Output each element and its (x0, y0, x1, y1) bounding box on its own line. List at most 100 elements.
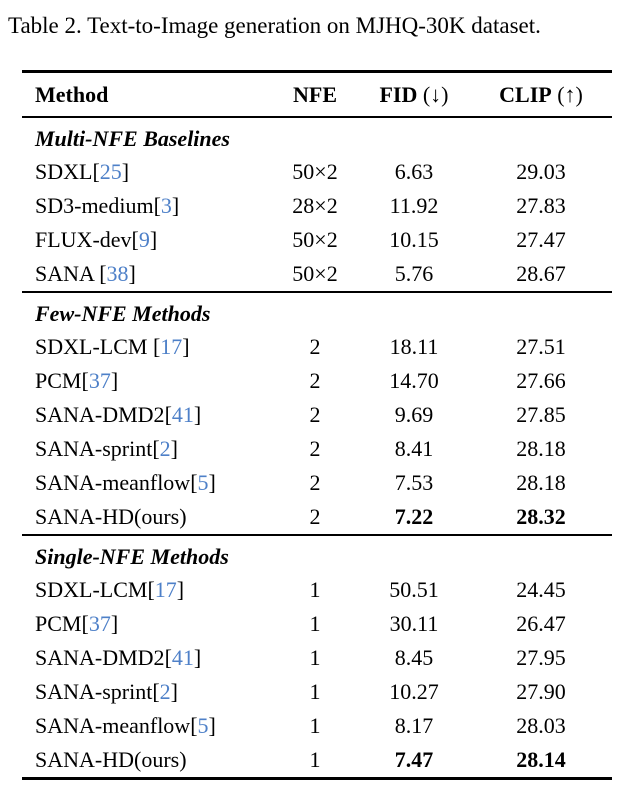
fid-value-cell: 10.15 (389, 227, 439, 252)
citation-link[interactable]: 5 (197, 713, 209, 738)
table-row: SANA-meanflow[5] 1 8.17 28.03 (22, 709, 612, 743)
citation-link[interactable]: 9 (138, 227, 150, 252)
table-row: SANA-sprint[2] 2 8.41 28.18 (22, 432, 612, 466)
down-arrow-suffix: (↓) (417, 82, 449, 107)
clip-value-cell: 27.51 (516, 334, 566, 359)
cite-bracket-open: [ (152, 436, 160, 461)
fid-value-cell: 11.92 (389, 193, 439, 218)
method-name: SDXL-LCM (35, 334, 153, 359)
clip-value-cell: 26.47 (516, 611, 566, 636)
cite-bracket-open: [ (152, 679, 160, 704)
col-header-fid: FID (↓) (358, 72, 470, 118)
clip-value-cell: 27.95 (516, 645, 566, 670)
method-cell: SANA [38] (22, 257, 272, 292)
citation-link[interactable]: 37 (88, 611, 111, 636)
nfe-cell: 2 (309, 504, 321, 529)
citation-link[interactable]: 38 (106, 261, 129, 286)
method-cell: PCM[37] (22, 364, 272, 398)
clip-value-cell: 27.66 (516, 368, 566, 393)
method-cell: SD3-medium[3] (22, 189, 272, 223)
citation-link[interactable]: 25 (99, 159, 122, 184)
section-title-row: Single-NFE Methods (22, 535, 612, 573)
citation-link[interactable]: 3 (160, 193, 172, 218)
cite-bracket-close: ] (193, 645, 202, 670)
nfe-cell: 1 (309, 747, 321, 772)
section-title-row: Few-NFE Methods (22, 292, 612, 330)
method-name: SANA (35, 261, 100, 286)
nfe-cell: 1 (309, 713, 321, 738)
method-name: SDXL-LCM (35, 577, 148, 602)
table-row: SDXL[25] 50×2 6.63 29.03 (22, 155, 612, 189)
fid-value-cell: 9.69 (394, 402, 434, 427)
table-header-row: Method NFE FID (↓) CLIP (↑) (22, 72, 612, 118)
method-name: FLUX-dev (35, 227, 132, 252)
nfe-cell: 2 (309, 470, 321, 495)
cite-bracket-close: ] (170, 679, 178, 704)
section-title-multi-nfe-baselines: Multi-NFE Baselines (35, 126, 230, 151)
col-header-nfe: NFE (272, 72, 358, 118)
citation-link[interactable]: 41 (171, 645, 194, 670)
cite-bracket-close: ] (170, 436, 178, 461)
cite-bracket-open: [ (152, 334, 161, 359)
cite-bracket-open: [ (147, 577, 155, 602)
col-header-fid-label: FID (379, 82, 418, 107)
col-header-method-label: Method (35, 82, 109, 107)
method-cell: SANA-sprint[2] (22, 432, 272, 466)
citation-link[interactable]: 17 (154, 577, 177, 602)
clip-value-cell: 28.32 (516, 504, 566, 529)
citation-link[interactable]: 37 (88, 368, 111, 393)
method-cell: SANA-HD(ours) (22, 500, 272, 535)
nfe-cell: 1 (309, 645, 321, 670)
results-table: Method NFE FID (↓) CLIP (↑) Multi-NFE Ba… (22, 70, 612, 780)
section-multi-nfe-baselines: Multi-NFE Baselines SDXL[25] 50×2 6.63 29.03… (22, 117, 612, 292)
method-name: SANA-DMD2 (35, 645, 165, 670)
cite-bracket-open: [ (153, 193, 161, 218)
citation-link[interactable]: 2 (159, 679, 171, 704)
col-header-clip-label: CLIP (499, 82, 552, 107)
col-header-nfe-label: NFE (293, 82, 337, 107)
cite-bracket-close: ] (149, 227, 158, 252)
table-row: SD3-medium[3] 28×2 11.92 27.83 (22, 189, 612, 223)
clip-value-cell: 27.90 (516, 679, 566, 704)
cite-bracket-open: [ (92, 159, 100, 184)
citation-link[interactable]: 2 (159, 436, 171, 461)
method-name: PCM (35, 611, 82, 636)
fid-value-cell: 7.47 (394, 747, 434, 772)
fid-value-cell: 14.70 (389, 368, 439, 393)
cite-bracket-close: ] (176, 577, 185, 602)
method-name: SANA-HD(ours) (35, 504, 187, 529)
citation-link[interactable]: 41 (171, 402, 194, 427)
citation-link[interactable]: 17 (160, 334, 183, 359)
nfe-cell: 2 (309, 334, 321, 359)
cite-bracket-open: [ (190, 713, 198, 738)
cite-bracket-close: ] (208, 470, 216, 495)
cite-bracket-close: ] (182, 334, 190, 359)
cite-bracket-close: ] (193, 402, 202, 427)
method-cell: SANA-sprint[2] (22, 675, 272, 709)
col-header-method: Method (22, 72, 272, 118)
col-header-clip: CLIP (↑) (470, 72, 612, 118)
clip-value-cell: 29.03 (516, 159, 566, 184)
nfe-cell: 1 (309, 611, 321, 636)
section-title-single-nfe-methods: Single-NFE Methods (35, 544, 229, 569)
table-row: SANA-HD(ours) 2 7.22 28.32 (22, 500, 612, 535)
clip-value-cell: 24.45 (516, 577, 566, 602)
nfe-cell: 2 (309, 368, 321, 393)
method-cell: SANA-DMD2[41] (22, 641, 272, 675)
method-name: SANA-DMD2 (35, 402, 165, 427)
cite-bracket-open: [ (164, 645, 172, 670)
nfe-cell: 2 (309, 402, 321, 427)
cite-bracket-open: [ (81, 368, 89, 393)
method-cell: SDXL[25] (22, 155, 272, 189)
method-cell: SANA-HD(ours) (22, 743, 272, 779)
section-title-few-nfe-methods: Few-NFE Methods (35, 301, 211, 326)
cite-bracket-open: [ (164, 402, 172, 427)
clip-value-cell: 28.18 (516, 436, 566, 461)
method-name: SDXL (35, 159, 93, 184)
nfe-cell: 50×2 (292, 261, 338, 286)
cite-bracket-open: [ (190, 470, 198, 495)
table-row: SANA-sprint[2] 1 10.27 27.90 (22, 675, 612, 709)
cite-bracket-open: [ (131, 227, 139, 252)
citation-link[interactable]: 5 (197, 470, 209, 495)
nfe-cell: 2 (309, 436, 321, 461)
